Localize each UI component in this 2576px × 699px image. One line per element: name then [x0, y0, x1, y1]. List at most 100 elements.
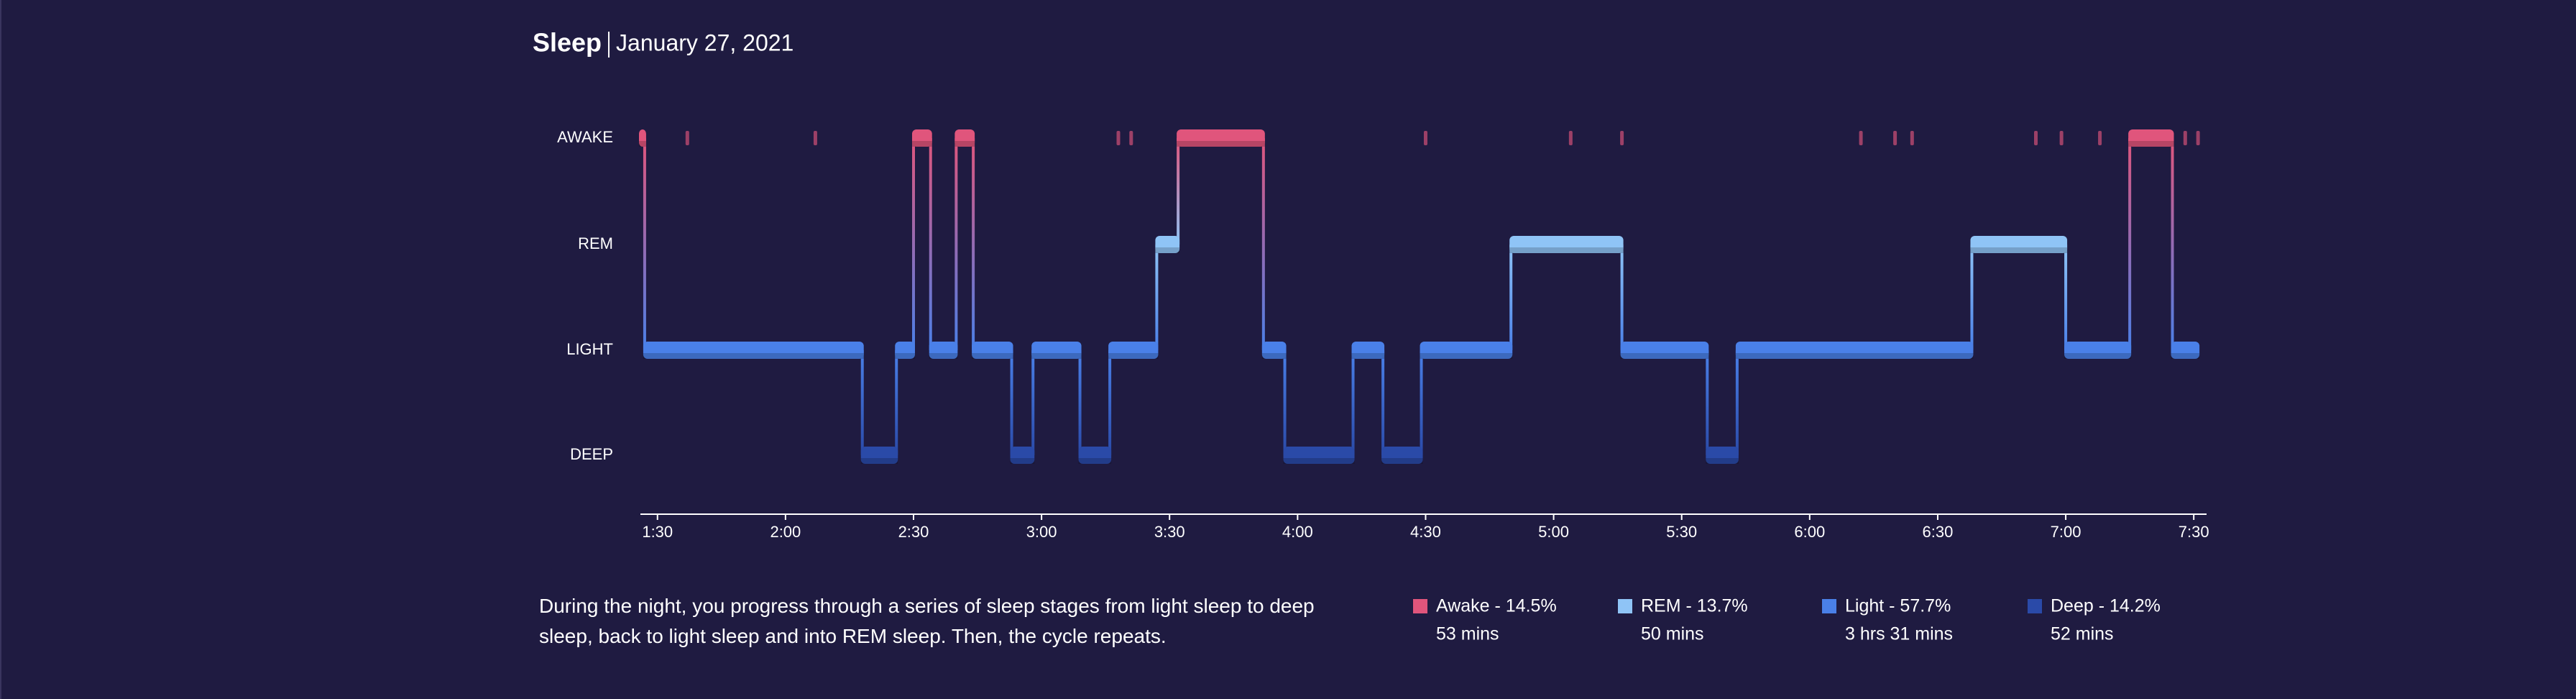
- sleep-segment: [2064, 342, 2132, 359]
- legend-swatch: [2028, 599, 2042, 613]
- segment-shade: [954, 141, 975, 147]
- brief-awake: [1129, 131, 1133, 145]
- stage-transition: [1031, 350, 1035, 455]
- brief-awake: [813, 131, 817, 145]
- sleep-segment: [972, 342, 1013, 359]
- legend-swatch: [1413, 599, 1427, 613]
- brief-awake: [1910, 131, 1914, 145]
- segment-shade: [1381, 458, 1423, 464]
- segment-shade: [1351, 353, 1385, 359]
- brief-awake: [1116, 131, 1121, 145]
- brief-awake: [685, 131, 689, 145]
- stage-transition: [2171, 138, 2174, 350]
- legend-label: REM - 13.7%: [1641, 596, 1748, 616]
- x-tick-label: 6:00: [1794, 523, 1825, 541]
- stage-transition: [1351, 350, 1355, 455]
- stage-transition: [1177, 138, 1180, 245]
- stage-transition: [972, 138, 975, 350]
- sleep-segment: [911, 129, 932, 147]
- segment-shade: [1283, 458, 1355, 464]
- sleep-segment: [2128, 129, 2174, 147]
- segment-shade: [643, 353, 864, 359]
- x-tick-label: 2:30: [898, 523, 929, 541]
- sleep-segment: [1155, 236, 1180, 253]
- segment-shade: [1420, 353, 1513, 359]
- stage-transition: [860, 350, 864, 455]
- x-tick-label: 3:00: [1026, 523, 1057, 541]
- brief-awake: [1893, 131, 1898, 145]
- sleep-segment: [1706, 447, 1739, 464]
- sleep-segment: [1509, 236, 1624, 253]
- x-tick-label: 1:30: [642, 523, 673, 541]
- sleep-segment: [1108, 342, 1159, 359]
- stage-transition: [1509, 245, 1513, 350]
- segment-shade: [1010, 458, 1035, 464]
- chart-title: Sleep: [533, 28, 602, 58]
- x-tick-label: 4:30: [1410, 523, 1441, 541]
- segment-shade: [972, 353, 1013, 359]
- stage-transition: [1970, 245, 1974, 350]
- sleep-segment: [1010, 447, 1035, 464]
- sleep-segment: [860, 447, 898, 464]
- brief-awake: [1423, 131, 1427, 145]
- stage-transition: [1735, 350, 1739, 455]
- sleep-segment: [929, 342, 958, 359]
- stage-transition: [2128, 138, 2132, 350]
- sleep-segment: [1620, 342, 1709, 359]
- x-tick-label: 4:00: [1282, 523, 1313, 541]
- segment-shade: [2128, 141, 2174, 147]
- segment-shade: [1078, 458, 1112, 464]
- sleep-segment: [954, 129, 975, 147]
- stage-transition: [1261, 138, 1265, 350]
- x-tick-label: 2:00: [770, 523, 801, 541]
- segment-shade: [1177, 141, 1265, 147]
- legend-duration: 3 hrs 31 mins: [1845, 624, 1953, 644]
- stage-transition: [895, 350, 898, 455]
- segment-shade: [1108, 353, 1159, 359]
- brief-awake: [1568, 131, 1573, 145]
- segment-shade: [929, 353, 958, 359]
- brief-awake: [1859, 131, 1863, 145]
- segment-shade: [1509, 247, 1624, 253]
- chart-subtitle: January 27, 2021: [616, 29, 794, 55]
- sleep-segment: [1381, 447, 1423, 464]
- sleep-segment: [1031, 342, 1082, 359]
- brief-awake: [2059, 131, 2064, 145]
- brief-awake: [1620, 131, 1624, 145]
- sleep-segment: [2171, 342, 2200, 359]
- segment-shade: [860, 458, 898, 464]
- y-tick-label: DEEP: [570, 445, 613, 463]
- stage-transition: [643, 138, 646, 350]
- stage-transition: [1706, 350, 1709, 455]
- segment-shade: [1031, 353, 1082, 359]
- stage-transition: [1420, 350, 1423, 455]
- segment-shade: [1735, 353, 1974, 359]
- description: During the night, you progress through a…: [539, 595, 1315, 647]
- y-tick-label: REM: [578, 234, 613, 252]
- legend-label: Deep - 14.2%: [2051, 596, 2161, 616]
- sleep-segment: [1420, 342, 1513, 359]
- sleep-segment: [1735, 342, 1974, 359]
- sleep-segment: [895, 342, 915, 359]
- legend-swatch: [1618, 599, 1632, 613]
- brief-awake: [2196, 131, 2200, 145]
- stage-transition: [1078, 350, 1082, 455]
- stage-transition: [2064, 245, 2068, 350]
- y-tick-label: LIGHT: [566, 340, 613, 358]
- x-tick-label: 6:30: [1923, 523, 1954, 541]
- legend-duration: 52 mins: [2051, 624, 2114, 644]
- x-tick-label: 5:00: [1538, 523, 1569, 541]
- sleep-segment: [1261, 342, 1287, 359]
- stage-transition: [911, 138, 915, 350]
- sleep-segment: [1970, 236, 2068, 253]
- x-tick-label: 7:30: [2179, 523, 2209, 541]
- stage-transition: [1155, 245, 1159, 350]
- segment-shade: [2064, 353, 2132, 359]
- sleep-segment: [1283, 447, 1355, 464]
- segment-shade: [1706, 458, 1739, 464]
- segment-shade: [911, 141, 932, 147]
- brief-awake: [2098, 131, 2102, 145]
- stage-transition: [1010, 350, 1013, 455]
- sleep-segment: [643, 342, 864, 359]
